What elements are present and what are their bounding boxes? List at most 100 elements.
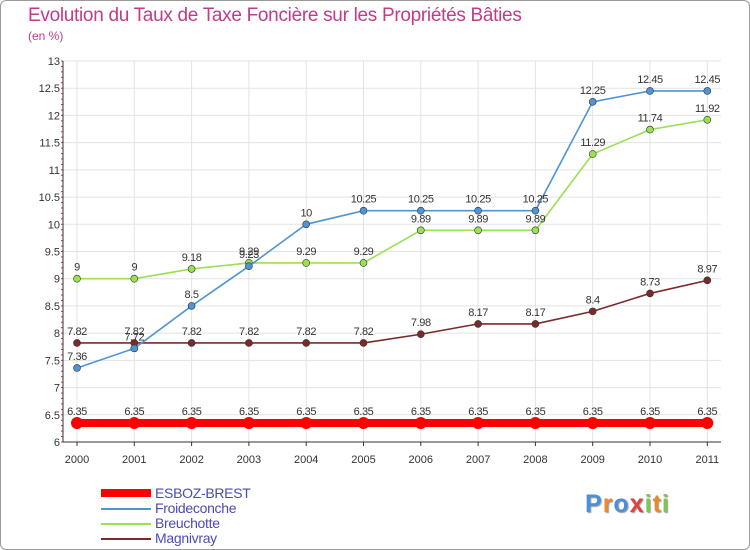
- data-label: 9.89: [468, 213, 488, 225]
- data-point: [531, 206, 540, 215]
- data-label: 9.18: [182, 252, 202, 264]
- legend-label: Froideconche: [155, 500, 237, 516]
- x-tick-label: 2011: [695, 454, 719, 466]
- legend-swatch: [101, 489, 151, 497]
- data-point: [586, 416, 599, 429]
- data-point: [73, 339, 81, 347]
- proxiti-logo: Proxiti: [585, 490, 670, 519]
- legend-item: Magnivray: [101, 530, 301, 546]
- legend-item: ESBOZ-BREST: [101, 485, 301, 501]
- data-label: 9: [131, 262, 137, 274]
- x-tick-label: 2009: [580, 454, 604, 466]
- data-point: [359, 259, 368, 267]
- data-point: [357, 416, 370, 429]
- data-point: [474, 226, 482, 235]
- data-point: [242, 416, 255, 429]
- data-point: [529, 416, 542, 429]
- y-tick-label: 9.5: [45, 247, 60, 259]
- y-tick-label: 10: [48, 219, 60, 231]
- y-tick-label: 6: [54, 437, 60, 449]
- data-point: [302, 259, 311, 267]
- data-label: 12.25: [580, 85, 606, 97]
- legend-swatch: [101, 523, 151, 525]
- data-label: 8.73: [640, 276, 660, 288]
- data-label: 6.35: [124, 406, 144, 418]
- y-tick-label: 7: [54, 383, 60, 395]
- data-point: [187, 302, 196, 310]
- y-tick-label: 6.5: [45, 410, 60, 422]
- logo-letter: o: [613, 490, 630, 518]
- data-point: [73, 364, 81, 372]
- data-label: 6.35: [468, 406, 488, 418]
- x-tick-label: 2000: [65, 454, 89, 466]
- data-point: [359, 339, 368, 347]
- data-label: 11.74: [638, 113, 663, 125]
- data-label: 8.17: [468, 307, 488, 319]
- y-tick-label: 8: [54, 328, 60, 340]
- data-point: [474, 206, 482, 215]
- y-tick-label: 12.5: [39, 83, 60, 95]
- legend-item: Breuchotte: [101, 515, 301, 531]
- data-label: 10.25: [408, 194, 434, 206]
- series-line: [77, 118, 708, 280]
- data-label: 7.36: [67, 351, 87, 363]
- logo-letter: P: [585, 490, 603, 518]
- series-line: [77, 279, 708, 344]
- data-point: [644, 416, 656, 429]
- data-point: [414, 416, 427, 429]
- legend-item: Froideconche: [101, 500, 301, 516]
- x-tick-label: 2002: [179, 454, 203, 466]
- data-point: [185, 416, 198, 429]
- data-point: [703, 87, 712, 95]
- data-label: 6.35: [411, 406, 431, 418]
- data-point: [416, 226, 425, 235]
- logo-letter: i: [661, 490, 670, 518]
- data-label: 7.98: [411, 317, 431, 329]
- data-point: [416, 206, 425, 215]
- data-label: 6.35: [640, 406, 660, 418]
- legend-swatch: [101, 508, 151, 510]
- y-tick-label: 11: [49, 165, 60, 177]
- data-point: [130, 344, 139, 353]
- data-label: 7.82: [182, 326, 202, 338]
- logo-letter: r: [602, 490, 614, 518]
- y-tick-label: 13: [48, 56, 60, 68]
- x-tick-label: 2010: [638, 454, 662, 466]
- legend-label: Magnivray: [155, 530, 217, 546]
- data-label: 8.17: [525, 307, 545, 319]
- legend-label: ESBOZ-BREST: [155, 485, 251, 501]
- y-tick-label: 8.5: [45, 301, 60, 313]
- data-label: 8.5: [185, 289, 199, 301]
- data-point: [71, 416, 83, 429]
- x-tick-label: 2007: [466, 454, 490, 466]
- data-point: [300, 416, 313, 429]
- logo-letter: x: [629, 490, 645, 518]
- data-label: 7.82: [124, 326, 144, 338]
- data-label: 9.89: [411, 213, 431, 225]
- data-point: [359, 206, 368, 215]
- data-label: 9.23: [239, 249, 259, 261]
- data-label: 7.82: [67, 326, 87, 338]
- data-label: 6.35: [296, 406, 316, 418]
- data-label: 12.45: [695, 74, 721, 86]
- data-label: 6.35: [67, 406, 87, 418]
- data-label: 7.72: [124, 331, 144, 343]
- data-label: 10.25: [465, 194, 491, 206]
- legend-label: Breuchotte: [155, 515, 220, 531]
- data-label: 10.25: [523, 194, 549, 206]
- data-point: [646, 87, 654, 95]
- y-tick-label: 7.5: [45, 355, 60, 367]
- data-point: [128, 416, 141, 429]
- x-tick-label: 2004: [294, 454, 318, 466]
- data-label: 9.29: [296, 246, 316, 258]
- data-label: 11.29: [580, 137, 605, 149]
- chart-legend: ESBOZ-BREST Froideconche Breuchotte Magnivr…: [101, 485, 301, 546]
- data-point: [416, 330, 425, 339]
- y-tick-label: 11.5: [39, 138, 60, 150]
- data-label: 8.4: [586, 294, 600, 306]
- data-point: [474, 320, 482, 328]
- logo-letter: i: [644, 490, 653, 518]
- data-point: [245, 262, 253, 270]
- data-label: 6.35: [525, 406, 545, 418]
